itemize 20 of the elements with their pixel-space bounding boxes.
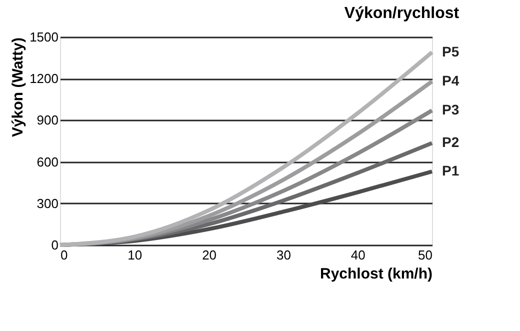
y-axis-title: Výkon (Watty) (10, 38, 27, 137)
x-tick-label: 40 (350, 248, 366, 262)
series-label: P2 (442, 134, 460, 150)
chart-title: Výkon/rychlost (344, 5, 460, 22)
x-tick-label: 30 (276, 248, 291, 262)
y-tick-label: 1200 (30, 71, 58, 86)
x-tick-label: 10 (128, 248, 142, 262)
y-tick-label: 300 (36, 196, 58, 211)
x-tick-label: 20 (202, 248, 217, 262)
series-label: P4 (442, 72, 460, 88)
x-tick-label: 0 (60, 248, 68, 262)
y-tick-label: 1500 (30, 30, 58, 44)
x-tick-label: 50 (418, 248, 432, 262)
y-tick-label: 900 (36, 112, 58, 128)
y-tick-label: 0 (51, 238, 58, 252)
x-axis-title: Rychlost (km/h) (320, 266, 433, 282)
series-label: P3 (442, 101, 460, 118)
series-label: P1 (442, 162, 460, 179)
series-label: P5 (442, 43, 460, 60)
y-tick-label: 600 (36, 154, 58, 170)
